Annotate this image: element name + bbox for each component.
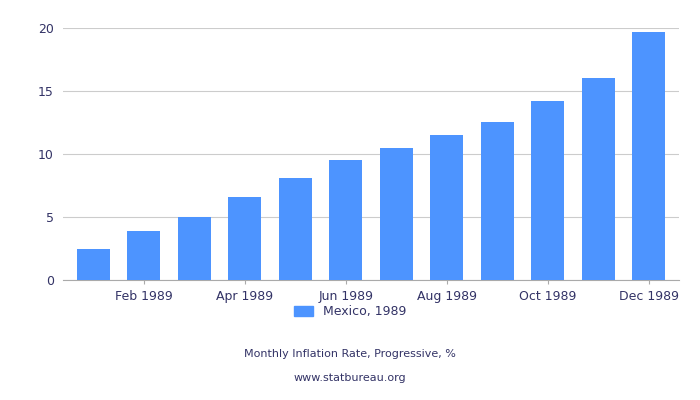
Bar — [632, 32, 665, 280]
Legend: Mexico, 1989: Mexico, 1989 — [289, 300, 411, 323]
Bar — [531, 101, 564, 280]
Bar — [77, 248, 110, 280]
Bar — [279, 178, 312, 280]
Bar — [430, 135, 463, 280]
Bar — [178, 217, 211, 280]
Text: www.statbureau.org: www.statbureau.org — [294, 373, 406, 383]
Text: Monthly Inflation Rate, Progressive, %: Monthly Inflation Rate, Progressive, % — [244, 349, 456, 359]
Bar — [481, 122, 514, 280]
Bar — [329, 160, 362, 280]
Bar — [380, 148, 413, 280]
Bar — [582, 78, 615, 280]
Bar — [228, 197, 261, 280]
Bar — [127, 231, 160, 280]
